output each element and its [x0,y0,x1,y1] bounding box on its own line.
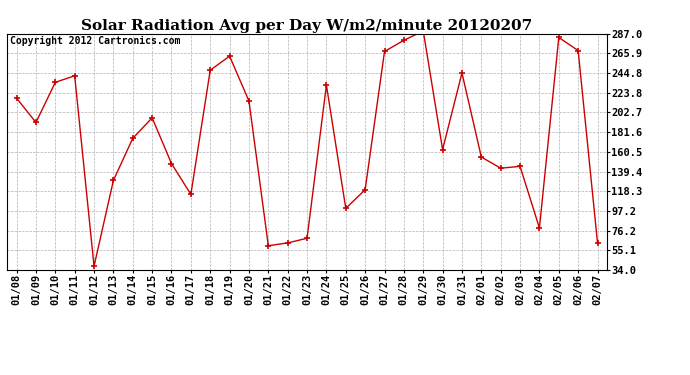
Text: Copyright 2012 Cartronics.com: Copyright 2012 Cartronics.com [10,36,180,46]
Title: Solar Radiation Avg per Day W/m2/minute 20120207: Solar Radiation Avg per Day W/m2/minute … [81,19,533,33]
